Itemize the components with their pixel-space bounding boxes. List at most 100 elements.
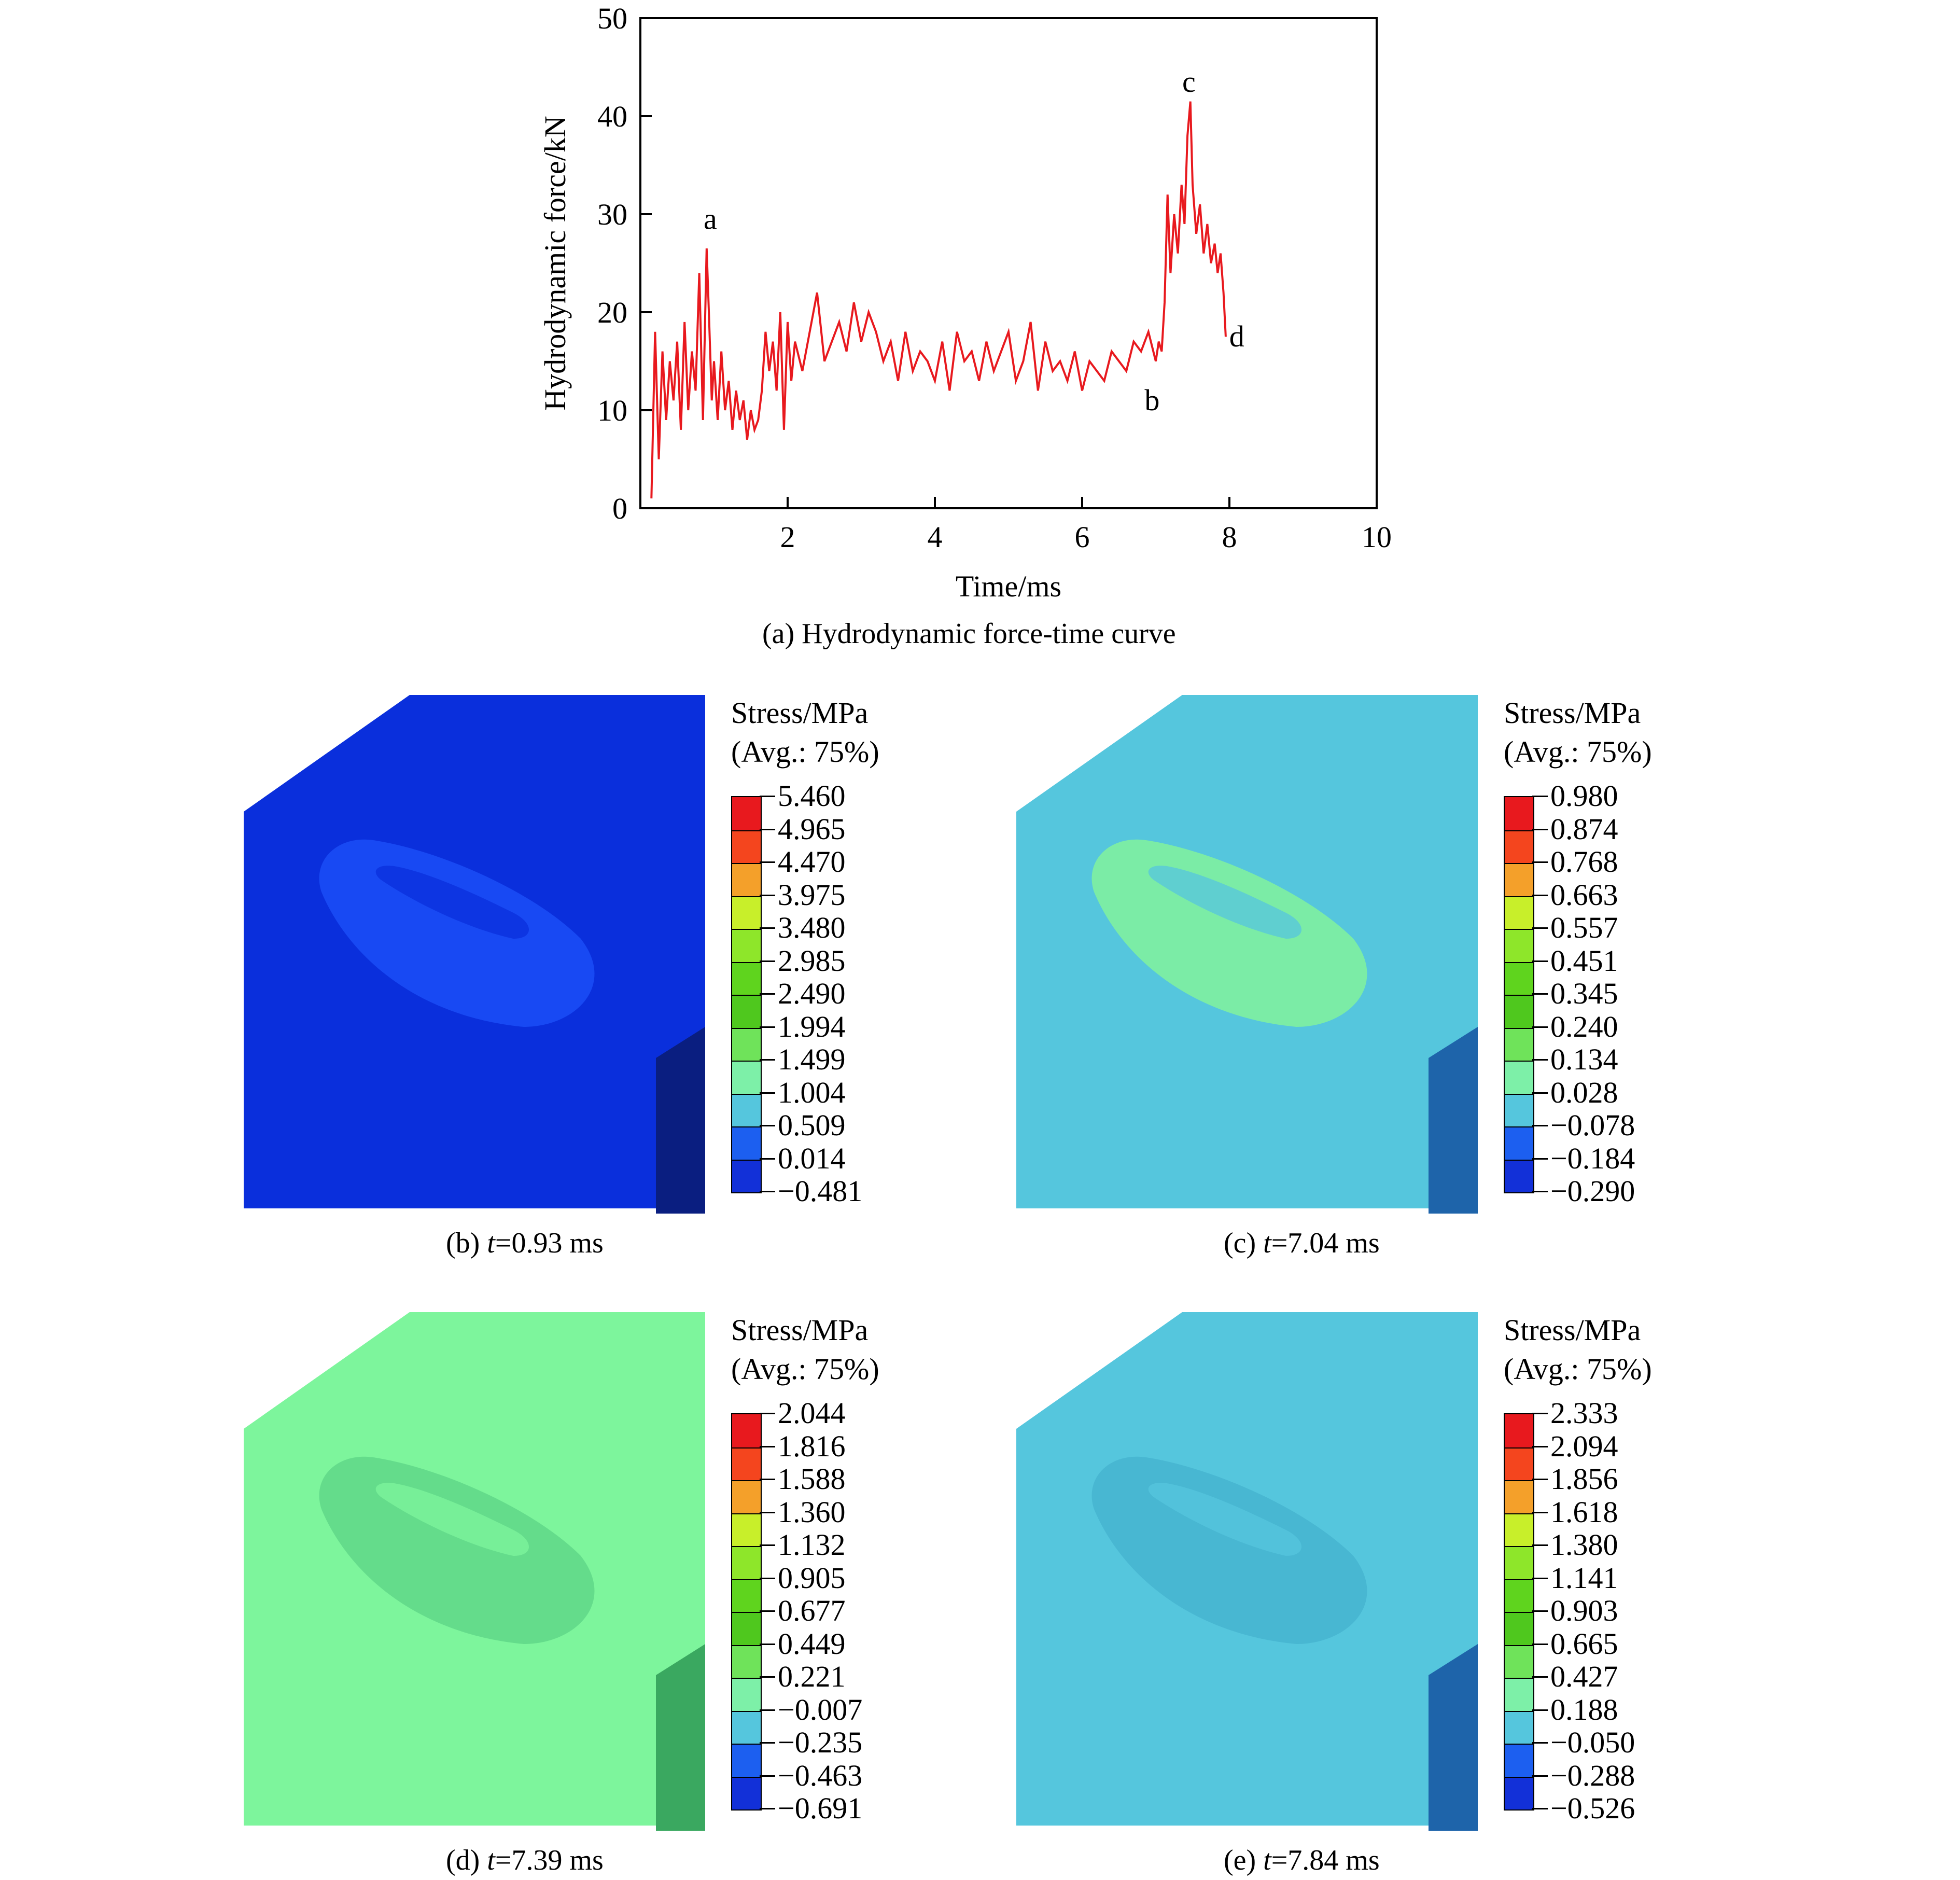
force-curve xyxy=(650,101,1227,499)
legend-value: 0.345 xyxy=(1550,977,1618,1010)
caption-prefix: (d) xyxy=(446,1844,487,1876)
legend-tick xyxy=(1532,1742,1548,1744)
legend-color-segment xyxy=(1505,1645,1533,1678)
legend-title: Stress/MPa xyxy=(731,1313,869,1347)
legend-value: 0.905 xyxy=(778,1561,846,1595)
legend-color-segment xyxy=(732,1093,761,1126)
legend-tick xyxy=(760,1709,775,1711)
legend-color-segment xyxy=(1505,1546,1533,1579)
legend-color-segment xyxy=(1505,995,1533,1028)
y-tick-label: 50 xyxy=(597,2,627,35)
legend-tick xyxy=(1532,1479,1548,1480)
legend-color-segment xyxy=(732,1546,761,1579)
stress-contour-panel: Stress/MPa (Avg.: 75%) 0.980 0.874 0.768 0.66… xyxy=(1016,695,1763,1219)
legend-subtitle: (Avg.: 75%) xyxy=(1504,1352,1652,1386)
panel-caption: (e) t=7.84 ms xyxy=(1224,1844,1380,1877)
legend-tick xyxy=(760,894,775,896)
x-tick-label: 10 xyxy=(1362,520,1392,554)
legend-color-segment xyxy=(1505,1480,1533,1513)
legend-color-segment xyxy=(732,896,761,929)
legend-color-segment xyxy=(732,1744,761,1777)
legend-value: 0.028 xyxy=(1550,1075,1618,1109)
panel-caption: (b) t=0.93 ms xyxy=(446,1227,604,1260)
legend-value: 5.460 xyxy=(778,779,846,813)
force-time-chart: 2 4 6 8 10 0 10 20 30 40 50 a b c d Time/ms Hydrodyna… xyxy=(538,2,1392,603)
legend-value: 1.380 xyxy=(1550,1528,1618,1562)
annotation-a: a xyxy=(704,202,717,235)
legend-color-segment xyxy=(732,1480,761,1513)
legend-value: 0.427 xyxy=(1550,1660,1618,1693)
legend-subtitle: (Avg.: 75%) xyxy=(1504,735,1652,769)
legend-color-bar xyxy=(731,1413,762,1811)
legend-color-segment xyxy=(732,1447,761,1480)
legend-tick xyxy=(760,1742,775,1744)
legend-tick xyxy=(760,1092,775,1094)
caption-value: =0.93 ms xyxy=(495,1227,604,1259)
stress-contour-image xyxy=(244,1312,705,1831)
legend-tick xyxy=(1532,1191,1548,1192)
legend-tick xyxy=(760,960,775,962)
legend-color-segment xyxy=(1505,1414,1533,1447)
legend-color-segment xyxy=(732,1645,761,1678)
legend-color-segment xyxy=(1505,1027,1533,1061)
legend-tick xyxy=(1532,1059,1548,1061)
annotation-b: b xyxy=(1144,383,1159,417)
legend-color-segment xyxy=(732,1513,761,1546)
legend-color-segment xyxy=(732,1159,761,1192)
legend-tick xyxy=(1532,1413,1548,1414)
legend-value: 0.221 xyxy=(778,1660,846,1693)
legend-color-bar xyxy=(1504,1413,1534,1811)
x-tick-label: 4 xyxy=(928,520,943,554)
legend-color-segment xyxy=(732,995,761,1028)
x-tick-label: 2 xyxy=(780,520,795,554)
caption-variable: t xyxy=(1263,1227,1271,1259)
legend-color-segment xyxy=(1505,1093,1533,1126)
model-side-face xyxy=(656,1644,705,1831)
cavity-inner xyxy=(1148,1483,1301,1556)
legend-value: 0.451 xyxy=(1550,943,1618,978)
legend-value: 1.360 xyxy=(778,1495,846,1529)
stress-contour-panel: Stress/MPa (Avg.: 75%) 5.460 4.965 4.470 3.97… xyxy=(244,695,990,1219)
legend-tick xyxy=(1532,1445,1548,1447)
legend-tick xyxy=(760,1445,775,1447)
model-side-face xyxy=(1429,1027,1478,1214)
legend-value: 0.240 xyxy=(1550,1009,1618,1043)
legend-tick xyxy=(1532,1643,1548,1645)
legend-value: 0.903 xyxy=(1550,1594,1618,1627)
legend-color-segment xyxy=(1505,962,1533,995)
legend-tick xyxy=(760,993,775,995)
y-tick-label: 20 xyxy=(597,296,627,329)
legend-tick xyxy=(760,1511,775,1513)
y-axis-label: Hydrodynamic force/kN xyxy=(538,116,572,411)
legend-color-segment xyxy=(732,1710,761,1744)
legend-value: 0.134 xyxy=(1550,1042,1618,1076)
legend-color-segment xyxy=(1505,1447,1533,1480)
legend-value: 2.333 xyxy=(1550,1396,1618,1430)
legend-value: 3.480 xyxy=(778,911,846,944)
legend-subtitle: (Avg.: 75%) xyxy=(731,1352,879,1386)
legend-tick xyxy=(760,1479,775,1480)
legend-value: −0.691 xyxy=(778,1791,863,1825)
legend-color-segment xyxy=(1505,1579,1533,1612)
legend-tick xyxy=(1532,1544,1548,1546)
legend-color-segment xyxy=(732,1579,761,1612)
legend-value: 1.004 xyxy=(778,1075,846,1109)
legend-color-segment xyxy=(732,1061,761,1094)
legend-tick xyxy=(760,1577,775,1579)
legend-color-segment xyxy=(1505,1710,1533,1744)
legend-tick xyxy=(1532,796,1548,797)
legend-color-segment xyxy=(1505,1126,1533,1160)
legend-color-segment xyxy=(1505,929,1533,962)
legend-color-segment xyxy=(1505,1612,1533,1645)
legend-tick xyxy=(760,1059,775,1061)
y-tick-label: 30 xyxy=(597,198,627,231)
legend-tick xyxy=(760,1125,775,1126)
legend-color-segment xyxy=(1505,1159,1533,1192)
chart-caption: (a) Hydrodynamic force-time curve xyxy=(762,618,1176,650)
legend-tick xyxy=(760,1413,775,1414)
legend-tick xyxy=(760,1544,775,1546)
legend-tick xyxy=(1532,927,1548,929)
legend-color-segment xyxy=(1505,1744,1533,1777)
legend-tick xyxy=(1532,993,1548,995)
legend-tick xyxy=(760,796,775,797)
